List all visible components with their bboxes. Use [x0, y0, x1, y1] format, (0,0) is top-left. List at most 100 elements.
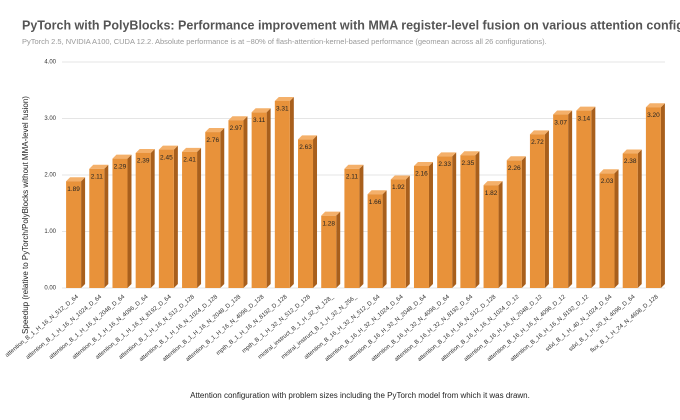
value-label: 3.14: [577, 115, 590, 122]
bar-top: [367, 190, 387, 195]
value-label: 2.26: [508, 165, 521, 172]
bar: [112, 158, 128, 288]
bar-top: [158, 145, 178, 150]
bar-top: [112, 154, 132, 159]
bar: [182, 151, 198, 288]
y-tick-label: 2.00: [44, 173, 56, 179]
bar-side: [382, 190, 387, 288]
bar-side: [243, 116, 248, 288]
bar-side: [150, 148, 155, 288]
y-tick-label: 1.00: [44, 229, 56, 235]
bar: [228, 120, 244, 288]
bar: [135, 152, 151, 288]
bar-side: [544, 130, 549, 288]
bar-top: [390, 175, 410, 180]
bar-side: [591, 106, 596, 288]
bar-top: [321, 211, 341, 216]
bar: [367, 194, 383, 288]
bar-top: [529, 130, 549, 135]
bar-side: [197, 147, 202, 288]
bar-side: [81, 177, 86, 288]
bar-side: [475, 151, 480, 288]
value-label: 1.66: [369, 199, 382, 206]
bar-top: [437, 152, 457, 157]
value-label: 1.89: [67, 186, 80, 193]
bar-top: [251, 108, 271, 113]
bar: [437, 156, 453, 288]
value-label: 2.76: [206, 137, 219, 144]
bar-side: [173, 145, 178, 288]
bar-top: [622, 149, 642, 154]
bar-top: [344, 164, 364, 169]
value-label: 1.92: [392, 184, 405, 191]
value-label: 3.11: [253, 117, 266, 124]
bar: [645, 107, 661, 288]
y-tick-label: 4.00: [44, 60, 56, 66]
bar-side: [104, 164, 109, 288]
value-label: 2.38: [624, 158, 637, 165]
bar-top: [645, 103, 665, 108]
bar: [506, 160, 522, 288]
y-axis-title: Speedup (relative to PyTorch/PolyBlocks …: [21, 96, 30, 334]
value-label: 2.11: [346, 174, 359, 181]
value-label: 2.41: [183, 157, 196, 164]
bar-side: [266, 108, 271, 288]
value-label: 2.29: [114, 163, 127, 170]
bar: [158, 149, 174, 288]
value-label: 1.28: [322, 220, 335, 227]
bar: [251, 112, 267, 288]
bar-top: [506, 156, 526, 161]
bar-side: [521, 156, 526, 288]
bar-top: [274, 96, 294, 101]
bar-top: [460, 151, 480, 156]
bar-top: [135, 148, 155, 153]
bar: [321, 215, 337, 288]
bar: [413, 165, 429, 288]
bar: [483, 185, 499, 288]
bar: [529, 134, 545, 288]
bar: [460, 155, 476, 288]
bar-top: [298, 135, 318, 140]
value-label: 2.72: [531, 139, 544, 146]
bar: [390, 179, 406, 288]
bar: [298, 139, 314, 288]
bar-side: [614, 169, 619, 288]
bar-side: [405, 175, 410, 288]
bar-top: [66, 177, 86, 182]
bar: [553, 114, 569, 288]
value-label: 2.33: [438, 161, 451, 168]
bar-side: [336, 211, 341, 288]
bar-side: [660, 103, 665, 288]
bar-top: [576, 106, 596, 111]
bar-top: [228, 116, 248, 121]
bar-side: [428, 161, 433, 288]
bar-top: [182, 147, 202, 152]
value-label: 2.11: [91, 174, 104, 181]
y-tick-label: 3.00: [44, 116, 56, 122]
bar: [89, 168, 105, 288]
value-label: 3.20: [647, 112, 660, 119]
bar-top: [205, 128, 225, 133]
chart-title: PyTorch with PolyBlocks: Performance imp…: [22, 18, 680, 32]
bar-side: [289, 96, 294, 288]
value-label: 2.03: [601, 178, 614, 185]
bar-top: [599, 169, 619, 174]
bar-top: [483, 181, 503, 186]
bar: [576, 110, 592, 288]
value-label: 2.39: [137, 158, 150, 165]
bar-top: [413, 161, 433, 166]
chart-subtitle: PyTorch 2.5, NVIDIA A100, CUDA 12.2. Abs…: [22, 37, 547, 46]
value-label: 2.45: [160, 154, 173, 161]
value-label: 3.31: [276, 106, 289, 113]
bar: [274, 100, 290, 288]
bar-side: [127, 154, 132, 288]
value-label: 2.35: [462, 160, 475, 167]
bar-top: [553, 110, 573, 115]
bar-top: [89, 164, 109, 169]
bar: [205, 132, 221, 288]
bar-side: [359, 164, 364, 288]
bar-side: [452, 152, 457, 288]
bar: [599, 173, 615, 288]
bar-side: [568, 110, 573, 288]
bar-side: [498, 181, 503, 288]
